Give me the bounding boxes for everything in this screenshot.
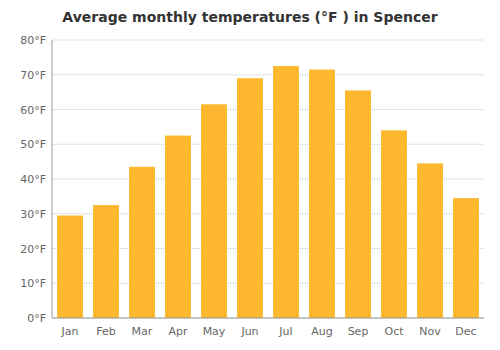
x-tick-label: Mar xyxy=(132,325,153,338)
x-tick-label: Jun xyxy=(240,325,258,338)
y-tick-label: 50°F xyxy=(20,138,46,151)
y-axis: 0°F 10°F 20°F 30°F 40°F 50°F 60°F 70°F 80°F xyxy=(20,34,46,325)
bar xyxy=(57,215,83,318)
grid-line xyxy=(52,40,484,41)
x-tick-label: Aug xyxy=(311,325,332,338)
x-tick-label: Nov xyxy=(419,325,441,338)
x-tick-label: Sep xyxy=(348,325,369,338)
bar xyxy=(201,104,227,318)
x-tick-label: Dec xyxy=(455,325,476,338)
y-tick-label: 30°F xyxy=(20,208,46,221)
grid-line xyxy=(52,318,484,319)
x-axis: Jan Feb Mar Apr May Jun Jul Aug Sep Oct Nov Dec xyxy=(61,325,477,338)
grid-line xyxy=(52,74,484,75)
x-tick-label: Jul xyxy=(278,325,292,338)
x-axis-line xyxy=(52,318,484,319)
x-tick-label: Apr xyxy=(168,325,188,338)
x-tick-label: Oct xyxy=(384,325,404,338)
x-tick-label: May xyxy=(203,325,226,338)
y-tick-label: 10°F xyxy=(20,277,46,290)
grid-line xyxy=(52,109,484,110)
y-tick-label: 20°F xyxy=(20,243,46,256)
y-tick-label: 60°F xyxy=(20,104,46,117)
y-tick-label: 80°F xyxy=(20,34,46,47)
bar xyxy=(129,167,155,318)
chart: Average monthly temperatures (°F ) in Sp… xyxy=(0,0,500,350)
x-tick-label: Jan xyxy=(61,325,79,338)
bar xyxy=(237,78,263,318)
title: Average monthly temperatures (°F ) in Sp… xyxy=(62,9,437,25)
y-tick-label: 40°F xyxy=(20,173,46,186)
bar xyxy=(453,198,479,318)
bar xyxy=(345,90,371,318)
bar xyxy=(309,70,335,318)
grid-line xyxy=(52,144,484,145)
bar xyxy=(381,130,407,318)
y-tick-label: 0°F xyxy=(27,312,46,325)
y-grid xyxy=(52,40,484,318)
x-tick-label: Feb xyxy=(96,325,115,338)
bar xyxy=(165,136,191,318)
bar xyxy=(93,205,119,318)
bar xyxy=(417,163,443,318)
y-axis-line xyxy=(52,40,53,318)
chart-root: Average monthly temperatures (°F ) in Sp… xyxy=(0,0,500,350)
bars xyxy=(57,66,479,318)
bar xyxy=(273,66,299,318)
y-tick-label: 70°F xyxy=(20,69,46,82)
